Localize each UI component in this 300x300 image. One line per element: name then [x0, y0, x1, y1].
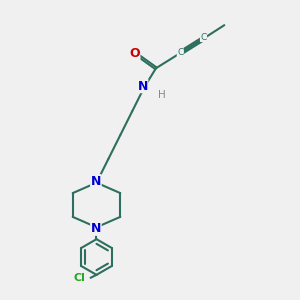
Text: C: C	[177, 48, 183, 57]
Text: C: C	[200, 33, 207, 42]
Text: N: N	[137, 80, 148, 93]
Text: H: H	[158, 90, 166, 100]
Text: N: N	[91, 222, 101, 235]
Text: N: N	[91, 175, 101, 188]
Text: Cl: Cl	[74, 273, 86, 283]
Text: O: O	[129, 47, 140, 60]
